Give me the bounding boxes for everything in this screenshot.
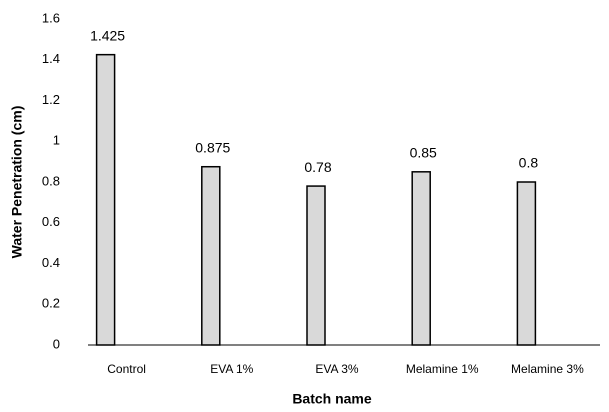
y-tick-label: 1.6	[42, 10, 60, 25]
y-tick-label: 1	[53, 133, 60, 148]
y-tick-label: 0.6	[42, 214, 60, 229]
data-label: 0.875	[195, 139, 230, 155]
bar	[201, 165, 221, 346]
bar	[516, 181, 537, 346]
x-tick-label: Control	[107, 362, 146, 376]
data-label: 0.78	[304, 159, 331, 175]
x-tick-label: EVA 3%	[315, 362, 358, 376]
data-label: 0.8	[519, 155, 539, 171]
y-tick-label: 1.4	[42, 51, 60, 66]
y-tick-label: 0	[53, 336, 60, 351]
data-label: 1.425	[90, 27, 125, 43]
y-tick-label: 0.2	[42, 296, 60, 311]
x-axis-title: Batch name	[292, 391, 372, 407]
x-tick-label: EVA 1%	[210, 362, 253, 376]
x-tick-label: Melamine 1%	[406, 362, 479, 376]
y-tick-label: 0.8	[42, 173, 60, 188]
bar	[306, 185, 326, 346]
y-tick-label: 1.2	[42, 92, 60, 107]
bar	[95, 53, 116, 346]
x-tick-label: Melamine 3%	[511, 362, 584, 376]
bar	[411, 171, 431, 346]
data-label: 0.85	[410, 145, 437, 161]
y-axis-title: Water Penetration (cm)	[9, 106, 25, 259]
y-tick-label: 0.4	[42, 255, 60, 270]
